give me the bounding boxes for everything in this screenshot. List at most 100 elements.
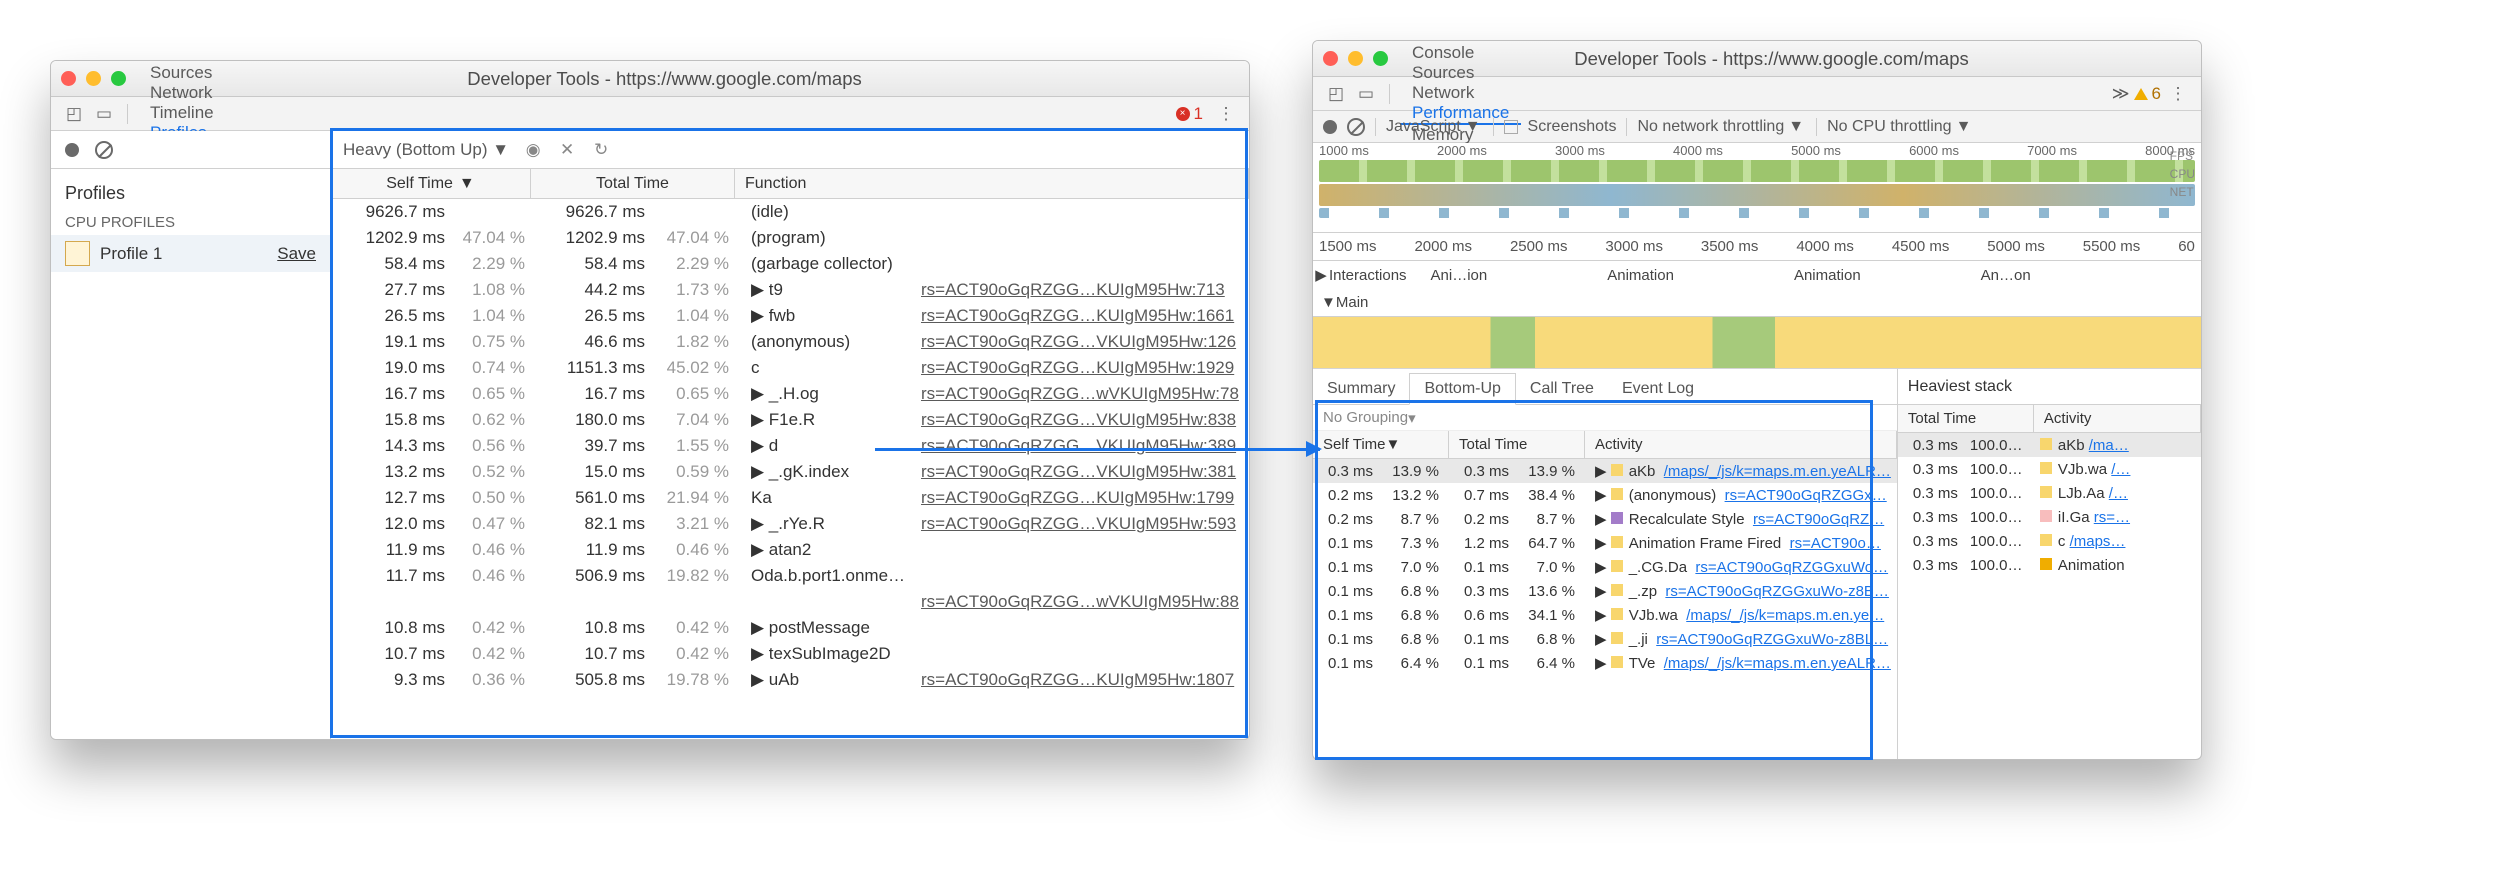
table-row[interactable]: 0.3 ms13.9 %0.3 ms13.9 %▶ aKb /maps/_/js…	[1313, 459, 1897, 483]
table-row[interactable]: 11.9 ms0.46 %11.9 ms0.46 %▶ atan2	[331, 537, 1249, 563]
col-activity[interactable]: Activity	[1585, 431, 1897, 458]
bp-tab-event-log[interactable]: Event Log	[1608, 374, 1708, 404]
clear-icon[interactable]	[1347, 118, 1365, 136]
table-row[interactable]: 14.3 ms0.56 %39.7 ms1.55 %▶ drs=ACT90oGq…	[331, 433, 1249, 459]
close-icon[interactable]	[1323, 51, 1338, 66]
table-row[interactable]: 58.4 ms2.29 %58.4 ms2.29 %(garbage colle…	[331, 251, 1249, 277]
clear-icon[interactable]	[95, 141, 113, 159]
profile-rows: 9626.7 ms9626.7 ms(idle)1202.9 ms47.04 %…	[331, 199, 1249, 739]
table-row[interactable]: 0.3 ms100.0 %VJb.wa /…	[1898, 457, 2201, 481]
screenshots-checkbox[interactable]	[1504, 120, 1518, 134]
profile-item[interactable]: Profile 1 Save	[51, 235, 330, 272]
table-row[interactable]: 0.1 ms6.8 %0.1 ms6.8 %▶ _.ji rs=ACT90oGq…	[1313, 627, 1897, 651]
table-row[interactable]: 26.5 ms1.04 %26.5 ms1.04 %▶ fwbrs=ACT90o…	[331, 303, 1249, 329]
profiles-category: CPU PROFILES	[51, 210, 330, 235]
record-icon[interactable]	[1323, 120, 1337, 134]
table-row[interactable]: 0.3 ms100.0 %c /maps…	[1898, 529, 2201, 553]
traffic-lights[interactable]	[1323, 51, 1388, 66]
table-row[interactable]: 9.3 ms0.36 %505.8 ms19.78 %▶ uAbrs=ACT90…	[331, 667, 1249, 693]
tab-console[interactable]: Console	[1400, 43, 1521, 63]
table-row[interactable]: 0.3 ms100.0 %LJb.Aa /…	[1898, 481, 2201, 505]
sidebar-toolbar	[51, 131, 330, 169]
table-row[interactable]: 0.3 ms100.0 %Animation	[1898, 553, 2201, 577]
table-row[interactable]: 0.2 ms8.7 %0.2 ms8.7 %▶ Recalculate Styl…	[1313, 507, 1897, 531]
table-row[interactable]: 10.7 ms0.42 %10.7 ms0.42 %▶ texSubImage2…	[331, 641, 1249, 667]
table-row[interactable]: 27.7 ms1.08 %44.2 ms1.73 %▶ t9rs=ACT90oG…	[331, 277, 1249, 303]
zoom-icon[interactable]	[1373, 51, 1388, 66]
table-row[interactable]: 11.7 ms0.46 %506.9 ms19.82 %Oda.b.port1.…	[331, 563, 1249, 589]
hs-col-activity[interactable]: Activity	[2034, 405, 2201, 432]
table-row[interactable]: 15.8 ms0.62 %180.0 ms7.04 %▶ F1e.Rrs=ACT…	[331, 407, 1249, 433]
track-interactions: Interactions	[1329, 267, 1407, 284]
table-row[interactable]: 1202.9 ms47.04 %1202.9 ms47.04 %(program…	[331, 225, 1249, 251]
tab-timeline[interactable]: Timeline	[138, 103, 245, 123]
minimize-icon[interactable]	[86, 71, 101, 86]
cpu-throttle[interactable]: No CPU throttling ▼	[1827, 118, 1983, 136]
bp-tab-call-tree[interactable]: Call Tree	[1516, 374, 1608, 404]
more-tabs-icon[interactable]: ≫	[2112, 84, 2130, 104]
js-selector[interactable]: JavaScript ▼	[1386, 118, 1494, 136]
traffic-lights[interactable]	[61, 71, 126, 86]
table-row[interactable]: 10.8 ms0.42 %10.8 ms0.42 %▶ postMessage	[331, 615, 1249, 641]
table-row[interactable]: 9626.7 ms9626.7 ms(idle)	[331, 199, 1249, 225]
table-row[interactable]: 12.7 ms0.50 %561.0 ms21.94 %Kars=ACT90oG…	[331, 485, 1249, 511]
arrow	[875, 448, 1320, 451]
bp-tab-summary[interactable]: Summary	[1313, 374, 1409, 404]
tab-network[interactable]: Network	[138, 83, 245, 103]
table-row[interactable]: 19.1 ms0.75 %46.6 ms1.82 %(anonymous)rs=…	[331, 329, 1249, 355]
network-throttle[interactable]: No network throttling ▼	[1637, 118, 1817, 136]
more-icon[interactable]: ⋮	[1213, 101, 1239, 127]
grouping-selector[interactable]: No Grouping ▾	[1313, 405, 1897, 431]
error-count[interactable]: ×1	[1176, 104, 1203, 124]
bp-headers: Self Time ▼ Total Time Activity	[1313, 431, 1897, 459]
table-row[interactable]: 0.1 ms6.4 %0.1 ms6.4 %▶ TVe /maps/_/js/k…	[1313, 651, 1897, 675]
bottom-tabs: SummaryBottom-UpCall TreeEvent Log	[1313, 369, 1897, 405]
col-self[interactable]: Self Time ▼	[1313, 431, 1449, 458]
table-row[interactable]: 12.0 ms0.47 %82.1 ms3.21 %▶ _.rYe.Rrs=AC…	[331, 511, 1249, 537]
hs-col-total[interactable]: Total Time	[1898, 405, 2034, 432]
profile-content: Heavy (Bottom Up) ▼ ◉ ✕ ↻ Self Time▼ Tot…	[331, 131, 1249, 739]
device-icon[interactable]: ▭	[1353, 81, 1379, 107]
minimize-icon[interactable]	[1348, 51, 1363, 66]
table-row[interactable]: 0.1 ms7.3 %1.2 ms64.7 %▶ Animation Frame…	[1313, 531, 1897, 555]
bp-tab-bottom-up[interactable]: Bottom-Up	[1409, 373, 1515, 405]
device-icon[interactable]: ▭	[91, 101, 117, 127]
col-total-time[interactable]: Total Time	[531, 169, 735, 198]
record-icon[interactable]	[65, 143, 79, 157]
window-title: Developer Tools - https://www.google.com…	[140, 68, 1239, 90]
table-row[interactable]: 19.0 ms0.74 %1151.3 ms45.02 %crs=ACT90oG…	[331, 355, 1249, 381]
tab-sources[interactable]: Sources	[138, 63, 245, 83]
table-row[interactable]: 0.1 ms6.8 %0.3 ms13.6 %▶ _.zp rs=ACT90oG…	[1313, 579, 1897, 603]
zoom-icon[interactable]	[111, 71, 126, 86]
focus-icon[interactable]: ◉	[523, 140, 543, 160]
view-selector[interactable]: Heavy (Bottom Up) ▼	[343, 140, 509, 160]
table-row[interactable]: 13.2 ms0.52 %15.0 ms0.59 %▶ _.gK.indexrs…	[331, 459, 1249, 485]
table-row[interactable]: 0.1 ms6.8 %0.6 ms34.1 %▶ VJb.wa /maps/_/…	[1313, 603, 1897, 627]
interaction-tracks[interactable]: ▶ Interactions Ani…ion Animation Animati…	[1313, 261, 2201, 317]
inspect-icon[interactable]: ◰	[61, 101, 87, 127]
col-total[interactable]: Total Time	[1449, 431, 1585, 458]
table-row[interactable]: 0.3 ms100.0 %iI.Ga rs=…	[1898, 505, 2201, 529]
profile-icon	[65, 241, 90, 266]
reset-icon[interactable]: ↻	[591, 140, 611, 160]
tab-network[interactable]: Network	[1400, 83, 1521, 103]
table-row[interactable]: 0.3 ms100.0 %aKb /ma…	[1898, 433, 2201, 457]
flame-chart[interactable]	[1313, 317, 2201, 369]
warning-count[interactable]: 6	[2134, 84, 2161, 104]
close-icon[interactable]	[61, 71, 76, 86]
more-icon[interactable]: ⋮	[2165, 81, 2191, 107]
tab-sources[interactable]: Sources	[1400, 63, 1521, 83]
table-row[interactable]: 16.7 ms0.65 %16.7 ms0.65 %▶ _.H.ogrs=ACT…	[331, 381, 1249, 407]
save-link[interactable]: Save	[277, 244, 316, 264]
time-ruler[interactable]: 1500 ms2000 ms2500 ms3000 ms3500 ms4000 …	[1313, 233, 2201, 261]
inspect-icon[interactable]: ◰	[1323, 81, 1349, 107]
col-self-time[interactable]: Self Time▼	[331, 169, 531, 198]
table-row[interactable]: 0.2 ms13.2 %0.7 ms38.4 %▶ (anonymous) rs…	[1313, 483, 1897, 507]
table-row[interactable]: rs=ACT90oGqRZGG…wVKUIgM95Hw:88	[331, 589, 1249, 615]
table-row[interactable]: 0.1 ms7.0 %0.1 ms7.0 %▶ _.CG.Da rs=ACT90…	[1313, 555, 1897, 579]
col-function[interactable]: Function	[735, 169, 1249, 198]
main-tabbar: ◰ ▭ ElementsConsoleSourcesNetworkTimelin…	[51, 97, 1249, 131]
overview[interactable]: 1000 ms2000 ms3000 ms4000 ms5000 ms6000 …	[1313, 143, 2201, 233]
screenshots-label: Screenshots	[1528, 118, 1617, 136]
exclude-icon[interactable]: ✕	[557, 140, 577, 160]
